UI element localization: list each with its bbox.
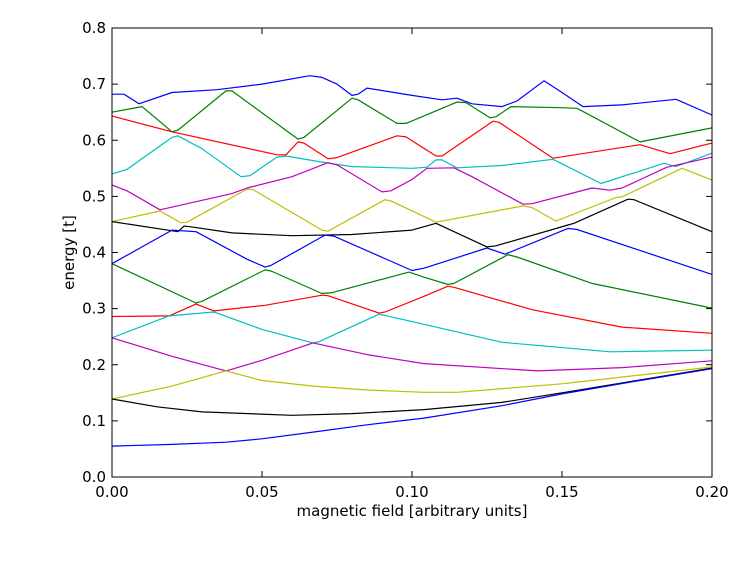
series-line-13: [111, 366, 713, 400]
series-lines: [111, 75, 713, 447]
series-line-4: [111, 135, 713, 185]
series-line-10: [111, 285, 713, 334]
y-tick-label: 0.1: [82, 412, 106, 430]
y-tick-label: 0.0: [82, 468, 106, 486]
series-line-9: [111, 254, 713, 309]
series-line-14: [111, 367, 713, 416]
y-tick-label: 0.3: [82, 300, 106, 318]
x-axis-label: magnetic field [arbitrary units]: [297, 502, 528, 520]
x-tick-label: 0.10: [395, 483, 428, 501]
y-tick-label: 0.2: [82, 356, 106, 374]
y-tick-label: 0.6: [82, 131, 106, 149]
x-tick-label: 0.20: [695, 483, 728, 501]
series-line-3: [111, 115, 713, 160]
series-line-12: [111, 337, 713, 372]
series-line-5: [111, 156, 713, 211]
y-tick-label: 0.7: [82, 75, 106, 93]
y-tick-label: 0.5: [82, 187, 106, 205]
series-line-6: [111, 167, 713, 232]
y-tick-label: 0.4: [82, 244, 106, 262]
series-line-7: [111, 198, 713, 248]
y-axis-label: energy [t]: [60, 215, 78, 290]
ticks: 0.00 0.05 0.10 0.15 0.20 0.0 0.1 0.2 0.3 0.4 0.5 0.…: [82, 19, 729, 501]
x-tick-label: 0.00: [95, 483, 128, 501]
series-line-2: [111, 90, 713, 143]
series-line-11: [111, 311, 713, 353]
series-line-1: [112, 75, 713, 116]
y-tick-label: 0.8: [82, 19, 106, 37]
series-line-8: [111, 227, 713, 275]
x-tick-label: 0.15: [545, 483, 578, 501]
series-line-15: [111, 368, 713, 447]
x-tick-label: 0.05: [245, 483, 278, 501]
